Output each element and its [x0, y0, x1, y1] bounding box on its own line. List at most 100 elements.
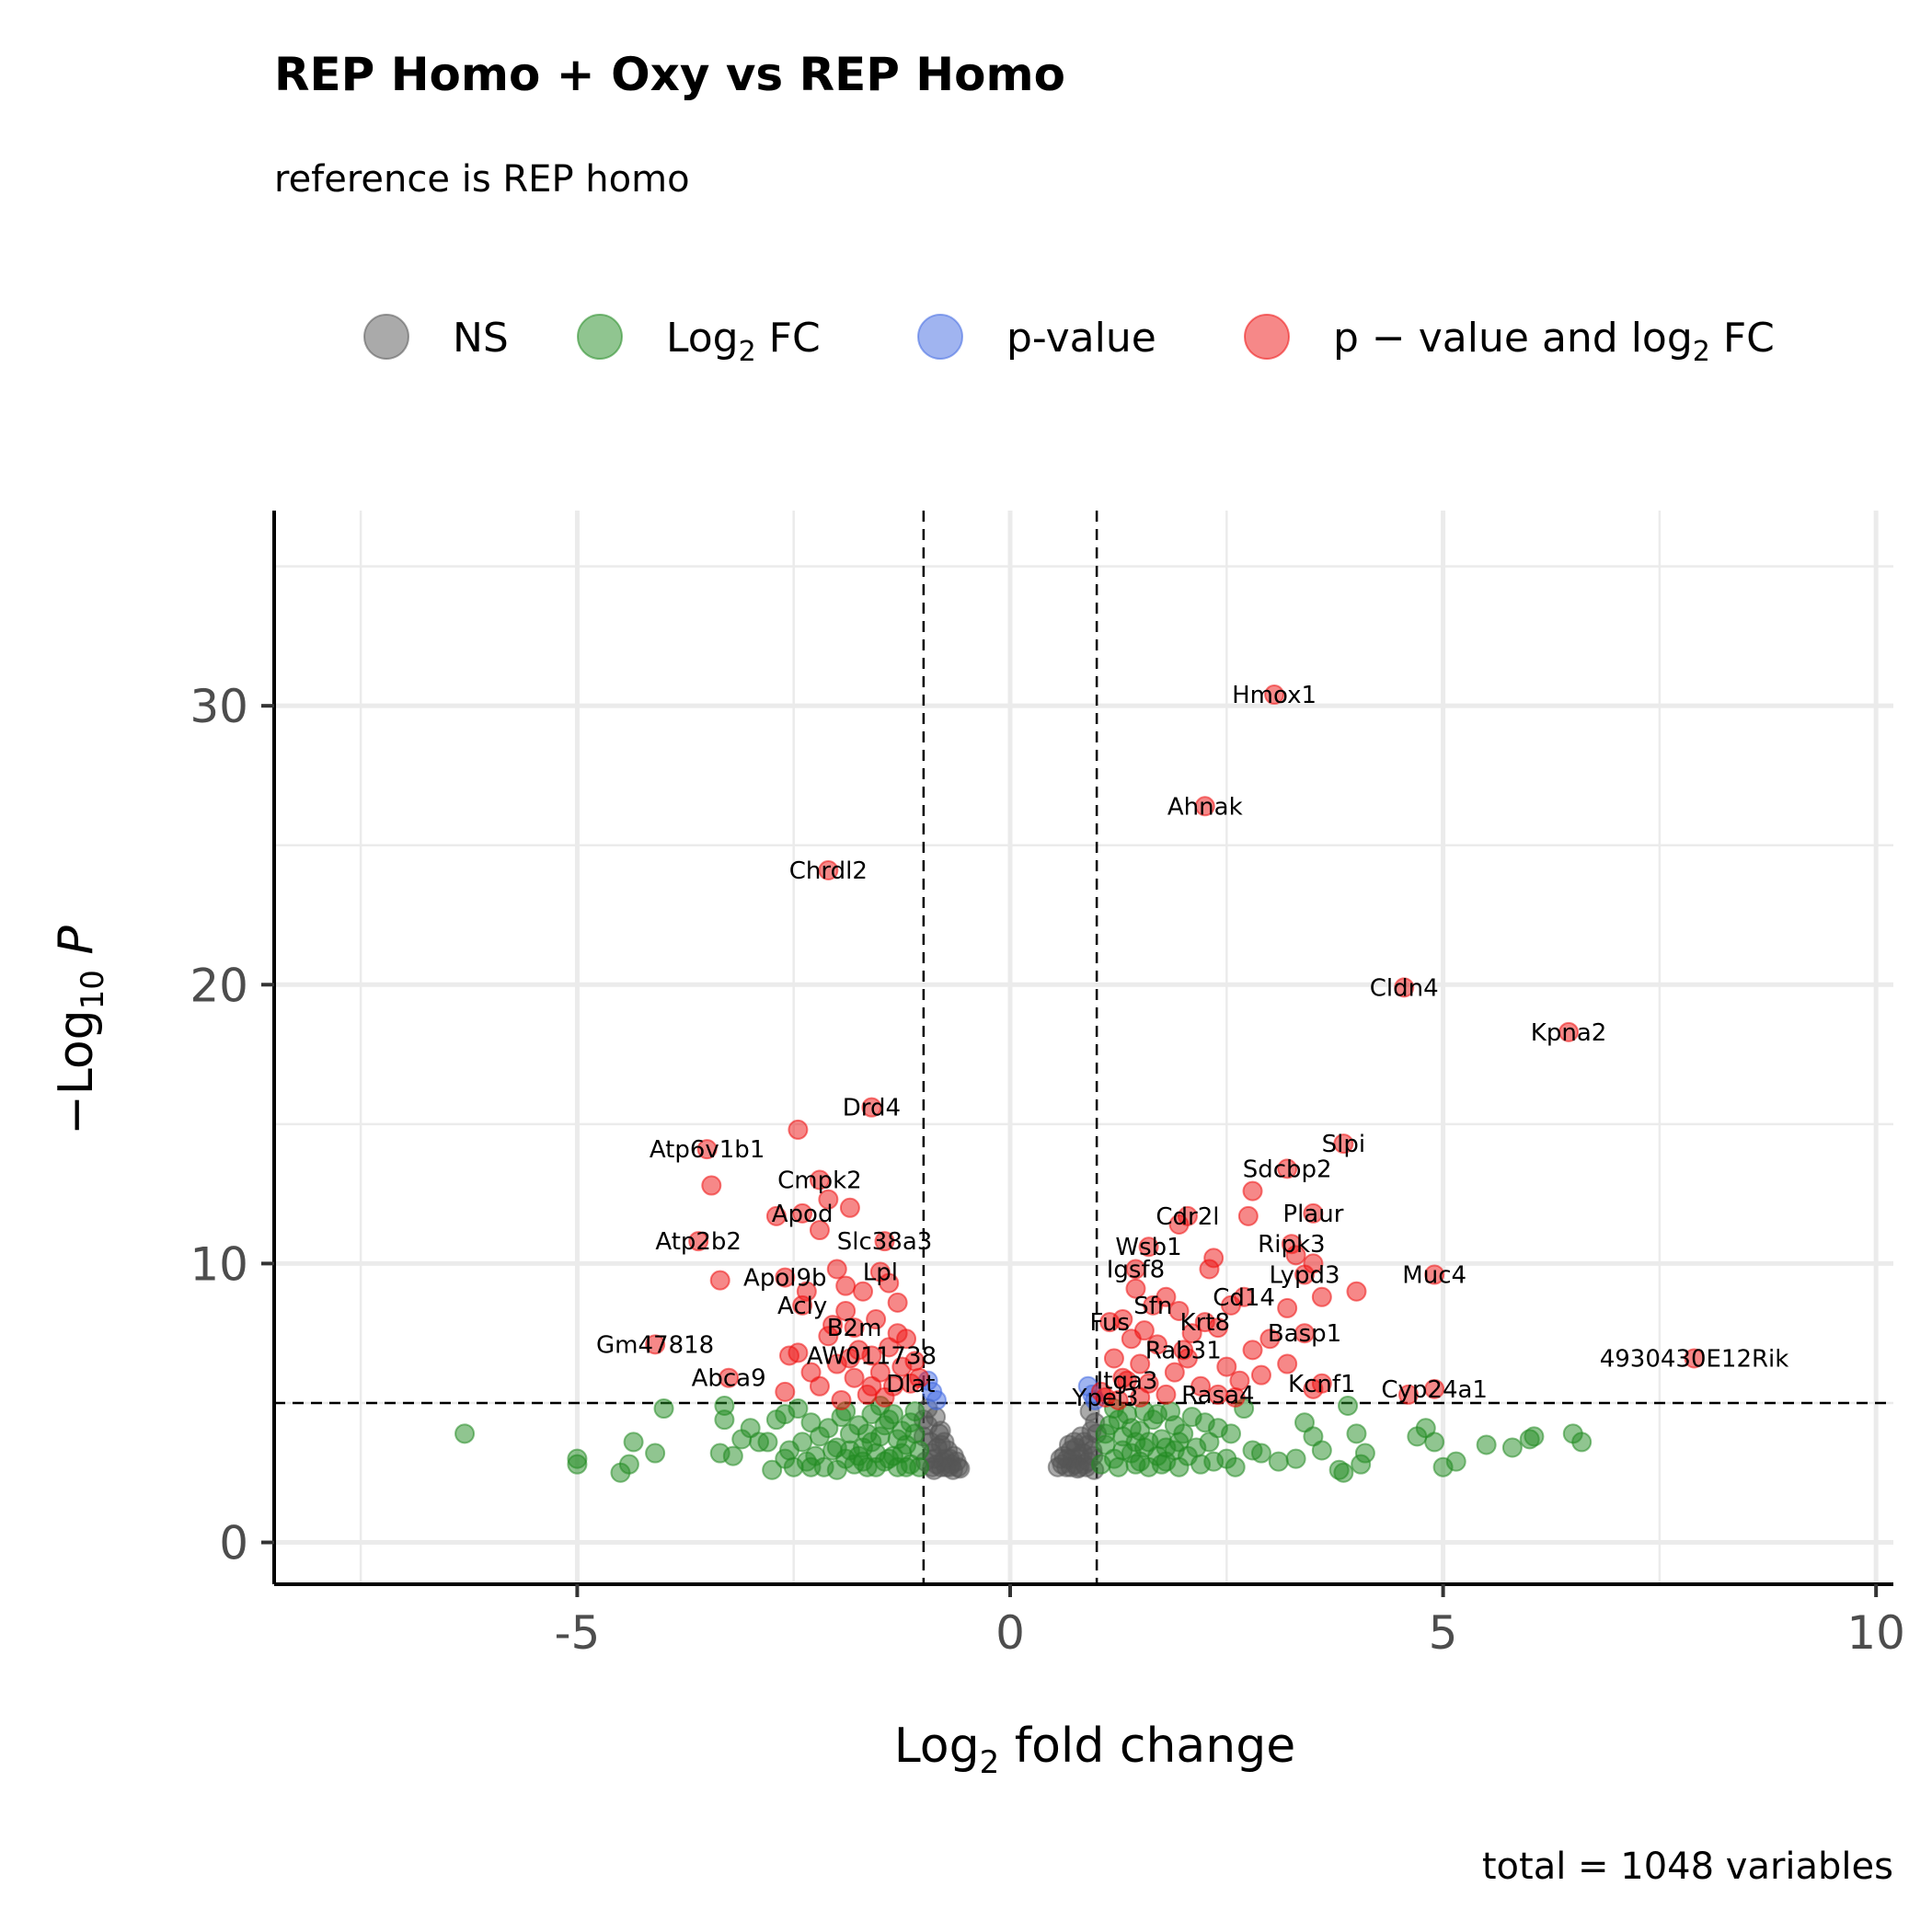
point-pfc [818, 860, 839, 881]
point-pfc [822, 1315, 844, 1336]
gene-label: Dlat [886, 1371, 935, 1398]
point-fc [1168, 1432, 1190, 1453]
point-fc [800, 1456, 822, 1478]
point-pfc [1264, 684, 1285, 706]
point-fc [623, 1432, 644, 1453]
legend-key-ns [363, 314, 409, 360]
point-fc [826, 1437, 847, 1458]
gene-label: Ripk3 [1258, 1231, 1325, 1259]
point-fc [909, 1456, 930, 1478]
y-tick-label: 0 [219, 1517, 248, 1570]
gene-label: Ahnak [1167, 793, 1243, 821]
point-pfc [701, 1175, 722, 1196]
point-pfc [1277, 1353, 1298, 1374]
point-ns [949, 1458, 971, 1479]
x-axis-title-rest: fold change [999, 1719, 1295, 1774]
point-pfc [844, 1367, 865, 1388]
point-fc [1130, 1451, 1151, 1472]
gene-label: Hmox1 [1232, 682, 1317, 709]
point-pfc [1130, 1353, 1151, 1374]
gene-label: Lpl [863, 1259, 898, 1287]
point-fc [1186, 1437, 1207, 1458]
point-fc [1351, 1454, 1372, 1475]
point-fc [567, 1454, 588, 1475]
y-tick-label: 10 [190, 1237, 248, 1291]
gene-label: Krt8 [1180, 1309, 1230, 1337]
point-pfc [1103, 1348, 1124, 1369]
gene-label: Cmpk2 [777, 1167, 862, 1194]
series-log2fc [454, 1396, 1593, 1483]
axes: -5 0 5 10 0 10 20 30 [190, 511, 1905, 1660]
legend-key-pfc [1244, 314, 1290, 360]
gene-label: 4930430E12Rik [1600, 1345, 1789, 1373]
point-pfc [1221, 1294, 1241, 1316]
point-pfc [1424, 1264, 1445, 1285]
y-axis-title: −Log10 P [49, 926, 111, 1135]
point-pfc [879, 1272, 900, 1294]
point-fc [1108, 1409, 1129, 1431]
gene-label: Abca9 [692, 1365, 766, 1393]
point-ns [930, 1420, 951, 1442]
x-tick-label: 5 [1429, 1606, 1458, 1660]
legend-key-p [917, 314, 963, 360]
point-pfc [839, 1197, 860, 1218]
point-pfc [879, 1337, 900, 1358]
point-fc [1250, 1443, 1271, 1464]
legend: NS Log2 FC p-value p − value and log2 FC [363, 314, 1775, 368]
point-pfc [1207, 1317, 1228, 1339]
point-pfc [1108, 1389, 1129, 1410]
point-fc [1095, 1423, 1116, 1444]
point-pfc [1112, 1367, 1133, 1388]
gene-label: Kcnf1 [1288, 1371, 1356, 1398]
gene-label: Drd4 [843, 1095, 901, 1122]
gene-label: Cyp24a1 [1381, 1376, 1488, 1404]
point-fc [1333, 1462, 1354, 1483]
point-pfc [1237, 1205, 1259, 1226]
point-pfc [775, 1267, 796, 1288]
point-fc [1125, 1432, 1146, 1453]
point-fc [857, 1423, 878, 1444]
gene-label: Basp1 [1268, 1320, 1341, 1348]
point-pfc [818, 1189, 839, 1210]
gene-label: Slpi [1322, 1131, 1365, 1158]
legend-label-ns: NS [453, 315, 509, 362]
point-fc [848, 1445, 869, 1466]
y-tick-label: 30 [190, 680, 248, 733]
point-pfc [874, 1386, 895, 1408]
point-ns [1064, 1432, 1085, 1453]
point-fc [714, 1409, 735, 1431]
gene-label: Cd14 [1213, 1284, 1275, 1312]
point-pfc [839, 1348, 860, 1369]
series-pvalue-and-log2fc [645, 684, 1705, 1410]
point-fc [882, 1404, 903, 1425]
point-pfc [831, 1389, 852, 1410]
point-pfc [1684, 1348, 1705, 1369]
point-pfc [1259, 1328, 1281, 1350]
gene-label: Sfn [1133, 1293, 1172, 1320]
point-ns [1050, 1448, 1071, 1469]
gene-label: Muc4 [1402, 1262, 1466, 1290]
x-axis-title: Log2 fold change [894, 1719, 1296, 1781]
gene-label: Rasa4 [1181, 1382, 1254, 1409]
gene-label: Apod [772, 1201, 834, 1228]
point-fc [1524, 1426, 1545, 1447]
point-pfc [1277, 1297, 1298, 1318]
gene-label: Kpna2 [1531, 1019, 1607, 1047]
point-pfc [1199, 1259, 1220, 1280]
point-pfc [688, 1231, 709, 1252]
point-fc [818, 1418, 839, 1439]
point-pfc [1168, 1300, 1190, 1321]
point-pfc [1397, 1384, 1419, 1405]
point-pfc [1242, 1180, 1263, 1202]
point-pfc [1277, 1158, 1298, 1179]
gene-label: Rab31 [1145, 1337, 1222, 1364]
point-pfc [765, 1205, 787, 1226]
point-fc [1151, 1454, 1172, 1475]
point-pfc [874, 1231, 895, 1252]
point-p [926, 1389, 947, 1410]
point-pfc [1190, 1375, 1212, 1397]
gene-label: AW011738 [807, 1342, 937, 1370]
point-pfc [1229, 1370, 1250, 1391]
gene-label: Gm47818 [596, 1331, 714, 1359]
point-pfc [1303, 1253, 1324, 1274]
